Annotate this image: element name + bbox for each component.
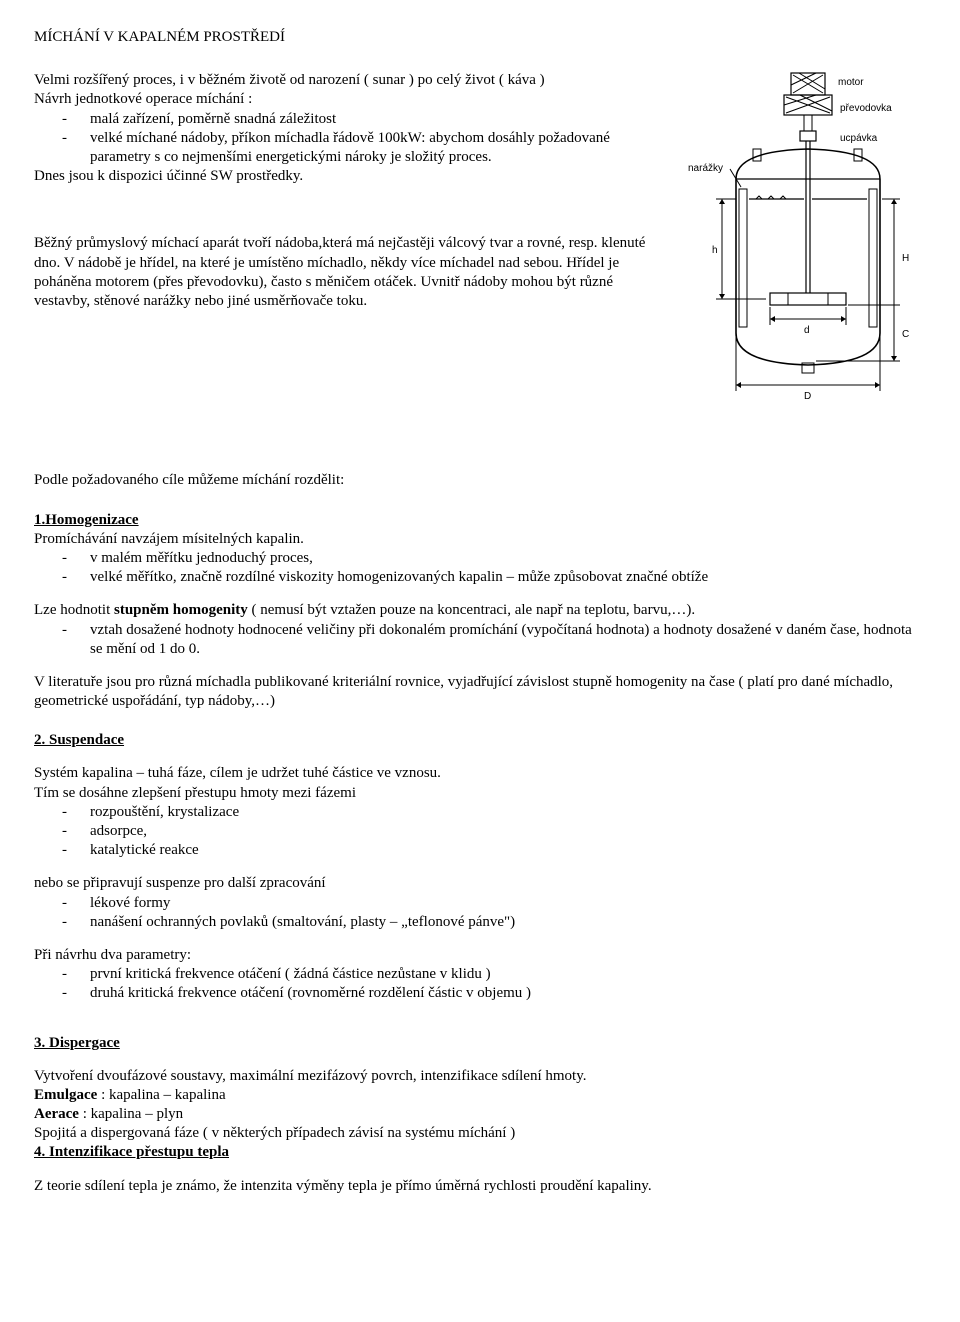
s3-p3: Aerace : kapalina – plyn xyxy=(34,1105,926,1124)
intro-line2: Návrh jednotkové operace míchání : xyxy=(34,90,662,109)
s2-p1: Systém kapalina – tuhá fáze, cílem je ud… xyxy=(34,764,926,783)
s2-li3: katalytické reakce xyxy=(34,841,926,860)
label-d: d xyxy=(804,325,810,336)
s1-li3: vztah dosažené hodnoty hodnocené veličin… xyxy=(34,621,926,659)
s1-li1: v malém měřítku jednoduchý proces, xyxy=(34,549,926,568)
intro-bullet-2: velké míchané nádoby, příkon míchadla řá… xyxy=(34,129,662,167)
s2-li5: nanášení ochranných povlaků (smaltování,… xyxy=(34,913,926,932)
intro-text-column: Velmi rozšířený proces, i v běžném život… xyxy=(34,71,662,417)
intro-bullet-1: malá zařízení, poměrně snadná záležitost xyxy=(34,110,662,129)
s2-li2: adsorpce, xyxy=(34,822,926,841)
s1-p2: Lze hodnotit stupněm homogenity ( nemusí… xyxy=(34,601,926,620)
label-H: H xyxy=(902,253,909,264)
s2-li6: první kritická frekvence otáčení ( žádná… xyxy=(34,965,926,984)
mixing-vessel-diagram: motor převodovka ucpávka nar xyxy=(676,71,926,411)
page-title: MÍCHÁNÍ V KAPALNÉM PROSTŘEDÍ xyxy=(34,28,926,47)
s3-p1: Vytvoření dvoufázové soustavy, maximální… xyxy=(34,1067,926,1086)
s2-p4: Při návrhu dva parametry: xyxy=(34,946,926,965)
s2-p3: nebo se připravují suspenze pro další zp… xyxy=(34,874,926,893)
s2-li7: druhá kritická frekvence otáčení (rovnom… xyxy=(34,984,926,1003)
heading-dispergace: 3. Dispergace xyxy=(34,1034,926,1053)
intro-block: Velmi rozšířený proces, i v běžném život… xyxy=(34,71,662,186)
intro-line1: Velmi rozšířený proces, i v běžném život… xyxy=(34,71,662,90)
intro-line3: Dnes jsou k dispozici účinné SW prostřed… xyxy=(34,167,662,186)
intro-and-figure: Velmi rozšířený proces, i v běžném život… xyxy=(34,71,926,417)
label-prevodovka: převodovka xyxy=(840,103,892,114)
label-motor: motor xyxy=(838,77,864,88)
label-D: D xyxy=(804,391,811,402)
s2-li1: rozpouštění, krystalizace xyxy=(34,803,926,822)
heading-suspendace: 2. Suspendace xyxy=(34,731,926,750)
s3-p2: Emulgace : kapalina – kapalina xyxy=(34,1086,926,1105)
heading-intenzifikace: 4. Intenzifikace přestupu tepla xyxy=(34,1143,926,1162)
s2-li4: lékové formy xyxy=(34,894,926,913)
s4-p1: Z teorie sdílení tepla je známo, že inte… xyxy=(34,1177,926,1196)
label-h: h xyxy=(712,245,718,256)
heading-homogenizace: 1.Homogenizace xyxy=(34,511,926,530)
label-C: C xyxy=(902,329,909,340)
label-narazky: narážky xyxy=(688,163,723,174)
s2-p2: Tím se dosáhne zlepšení přestupu hmoty m… xyxy=(34,784,926,803)
split-intro: Podle požadovaného cíle můžeme míchání r… xyxy=(34,471,926,490)
s1-p1: Promíchávání navzájem mísitelných kapali… xyxy=(34,530,926,549)
s1-li2: velké měřítko, značně rozdílné viskozity… xyxy=(34,568,926,587)
s3-p4: Spojitá a dispergovaná fáze ( v některýc… xyxy=(34,1124,926,1143)
figure-column: motor převodovka ucpávka nar xyxy=(676,71,926,417)
label-ucpavka: ucpávka xyxy=(840,133,878,144)
s1-p3: V literatuře jsou pro různá míchadla pub… xyxy=(34,673,926,711)
apparatus-paragraph: Běžný průmyslový míchací aparát tvoří ná… xyxy=(34,234,662,311)
